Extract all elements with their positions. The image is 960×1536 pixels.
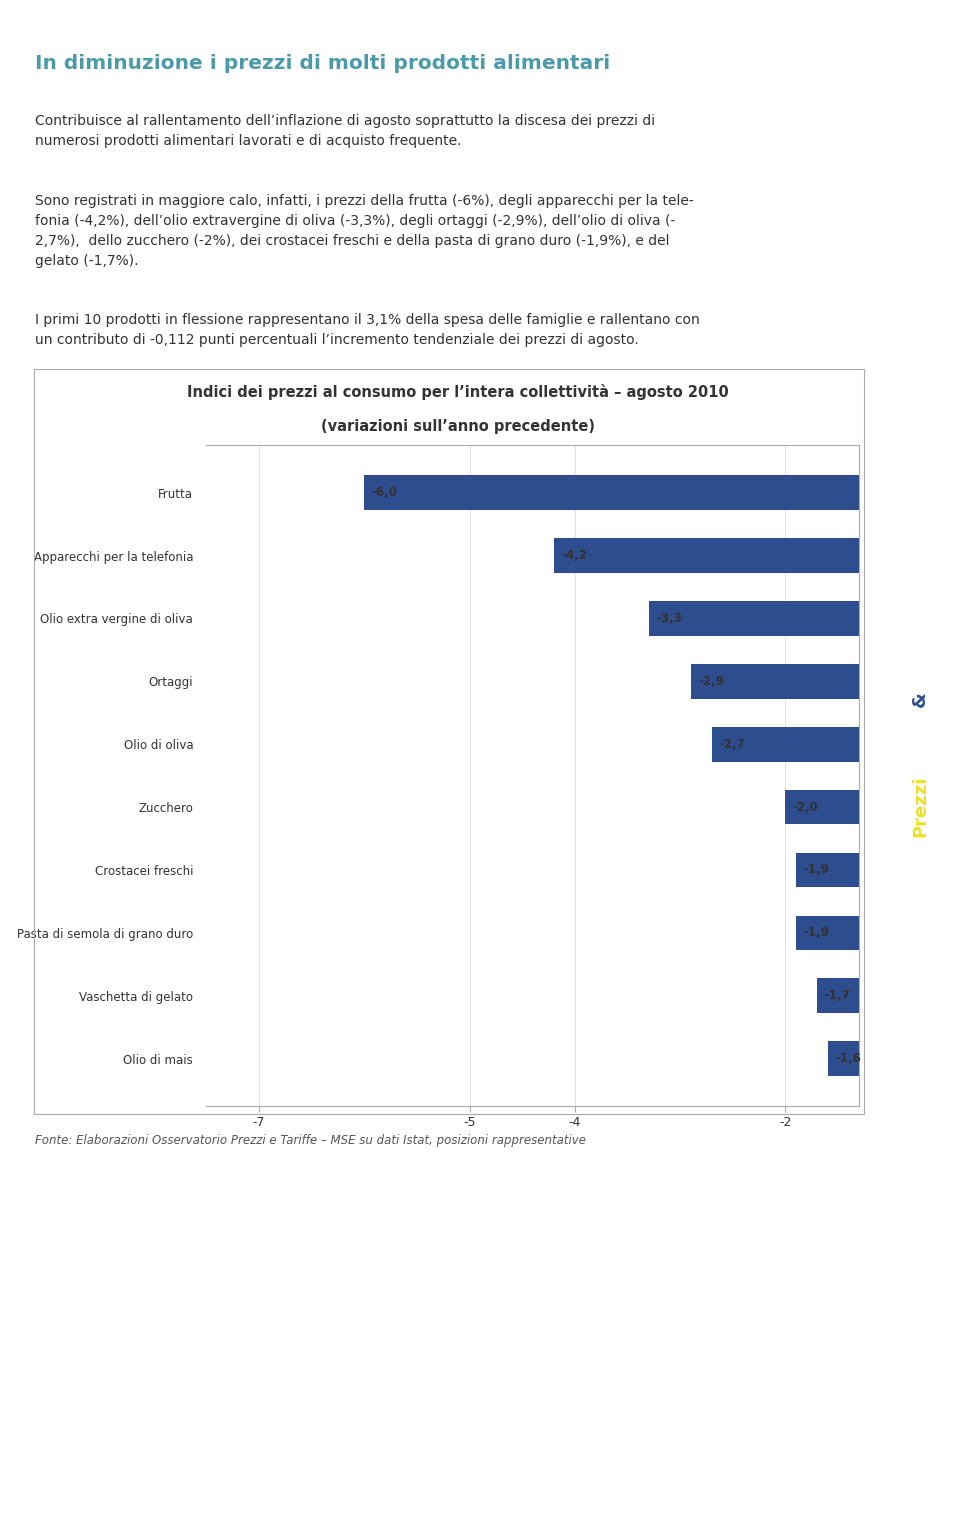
Text: &: &	[911, 691, 929, 707]
Bar	[711, 727, 960, 762]
Text: -1,7: -1,7	[825, 989, 851, 1001]
Text: -2,7: -2,7	[719, 737, 745, 751]
Text: -3,3: -3,3	[656, 611, 682, 625]
Text: In diminuzione i prezzi di molti prodotti alimentari: In diminuzione i prezzi di molti prodott…	[36, 54, 611, 72]
Text: Contribuisce al rallentamento dell’inflazione di agosto soprattutto la discesa d: Contribuisce al rallentamento dell’infla…	[36, 114, 656, 147]
Bar	[817, 978, 960, 1014]
Text: -4,2: -4,2	[562, 550, 588, 562]
Text: Prezzi: Prezzi	[911, 776, 929, 837]
Text: -1,9: -1,9	[804, 926, 829, 940]
Bar	[649, 601, 960, 636]
Text: (variazioni sull’anno precedente): (variazioni sull’anno precedente)	[321, 419, 595, 435]
Text: Sono registrati in maggiore calo, infatti, i prezzi della frutta (-6%), degli ap: Sono registrati in maggiore calo, infatt…	[36, 194, 694, 267]
Bar	[796, 915, 960, 951]
Text: Fonte: Elaborazioni Osservatorio Prezzi e Tariffe – MSE su dati Istat, posizioni: Fonte: Elaborazioni Osservatorio Prezzi …	[36, 1134, 587, 1146]
Text: -1,9: -1,9	[804, 863, 829, 877]
Text: 9: 9	[911, 1490, 929, 1514]
Bar	[828, 1041, 960, 1075]
Bar	[691, 664, 960, 699]
Text: Indici dei prezzi al consumo per l’intera collettività – agosto 2010: Indici dei prezzi al consumo per l’inter…	[187, 384, 729, 399]
Bar	[365, 476, 960, 510]
Text: -2,0: -2,0	[793, 800, 819, 814]
Bar	[785, 790, 960, 825]
Text: -1,6: -1,6	[835, 1052, 861, 1064]
Text: I primi 10 prodotti in flessione rappresentano il 3,1% della spesa delle famigli: I primi 10 prodotti in flessione rappres…	[36, 313, 700, 347]
Text: -6,0: -6,0	[372, 487, 397, 499]
Bar	[554, 538, 960, 573]
Text: -2,9: -2,9	[698, 674, 724, 688]
Text: Consumi: Consumi	[911, 525, 929, 611]
Bar	[796, 852, 960, 888]
